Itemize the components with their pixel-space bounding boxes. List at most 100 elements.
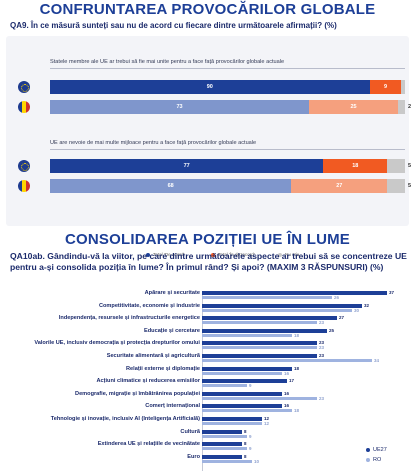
bar-ue27: [202, 454, 242, 459]
bar-ro: [202, 434, 247, 438]
category-label: Euro: [187, 453, 200, 460]
value-label-ue27: 37: [389, 290, 395, 295]
value-label-ue27: 16: [284, 390, 290, 396]
bar-ro: [202, 447, 247, 451]
category-label: Valorile UE, inclusiv democrația și prot…: [34, 340, 200, 347]
category-label: Competitivitate, economie și industrie: [98, 302, 200, 309]
category-label: Independența, resursele și infrastructur…: [58, 315, 200, 322]
legend-label-agree: Total 'De acord': [153, 252, 185, 257]
stacked-bar-1-eu: 90 9: [50, 80, 405, 94]
category-label: Cultură: [180, 428, 200, 435]
bar-segment-disagree: 25: [309, 100, 398, 114]
bar-ro: [202, 296, 332, 299]
bar-ue27: [202, 303, 362, 308]
bar-ue27: [202, 379, 287, 384]
value-label-ue27: 17: [289, 378, 295, 384]
value-label-ro: 9: [249, 446, 252, 452]
value-label-ro: 34: [374, 358, 380, 363]
value-label-ro: 9: [249, 383, 252, 389]
bar-ro: [202, 333, 292, 337]
value-label-ue27: 16: [284, 403, 290, 409]
legend-item-ue27: UE27: [366, 447, 387, 453]
legend-swatch-agree: [146, 252, 150, 257]
bar-ro: [202, 359, 372, 362]
value-label-ro: 23: [319, 345, 325, 351]
value-label-ro: 9: [249, 433, 252, 439]
bar-value-label: 5: [408, 163, 412, 169]
bar-ue27: [202, 316, 337, 321]
value-label-ue27: 27: [339, 315, 345, 321]
value-label-ue27: 8: [244, 441, 247, 447]
value-label-ue27: 25: [329, 327, 335, 333]
legend-label-ro: RO: [373, 457, 382, 463]
ro-flag-icon: [18, 101, 30, 113]
bar-ro: [202, 371, 282, 375]
value-label-ro: 10: [254, 458, 260, 464]
question-qa10ab: QA10ab. Gândindu-vă la viitor, pe care d…: [10, 251, 407, 272]
statement-label-1: Statele membre ale UE ar trebui să fie m…: [50, 59, 285, 65]
bar-segment-agree: 77: [50, 159, 324, 173]
legend-swatch-dontknow: [278, 252, 282, 257]
value-label-ro: 16: [284, 370, 290, 376]
legend-label-ue27: UE27: [373, 447, 387, 453]
bar-segment-agree: 73: [50, 100, 310, 114]
value-label-ro: 12: [264, 421, 270, 426]
statement-rule-1: [50, 68, 405, 69]
statement-label-2: UE are nevoie de mai multe mijloace pent…: [50, 140, 257, 146]
legend-item-dontknow: Nu știu: [278, 251, 299, 259]
stacked-bar-2-eu: 77 18 5: [50, 159, 411, 173]
category-label: Acțiuni climatice și reducerea emisiilor: [96, 378, 200, 385]
category-label: Apărare și securitate: [144, 290, 200, 296]
bar-ro: [202, 409, 292, 413]
category-label: Educație și cercetare: [144, 327, 200, 334]
category-label: Securitate alimentară și agricultură: [106, 353, 200, 359]
statement-rule-2: [50, 149, 405, 150]
stacked-bar-chart-panel: Statele membre ale UE ar trebui să fie m…: [6, 36, 411, 257]
bar-ro: [202, 321, 317, 325]
bar-segment-agree: 90: [50, 80, 370, 94]
value-label-ro: 18: [294, 408, 300, 414]
eu-flag-icon: [18, 81, 30, 93]
bar-segment-disagree: 18: [323, 159, 388, 173]
value-label-ue27: 32: [364, 302, 370, 308]
category-label: Comerț internațional: [145, 403, 200, 410]
bar-segment-dontknow: [401, 80, 405, 94]
section-title-eu-position: CONSOLIDAREA POZIȚIEI UE ÎN LUME: [64, 231, 351, 248]
category-label: Demografie, migrație și îmbătrânirea pop…: [75, 390, 200, 397]
value-label-ue27: 8: [244, 428, 247, 434]
category-label: Extinderea UE și relațiile de vecinătate: [97, 441, 200, 448]
legend-swatch-disagree: [211, 252, 215, 257]
value-label-ro: 30: [354, 307, 360, 313]
section-title-global-challenges: CONFRUNTAREA PROVOCĂRILOR GLOBALE: [39, 1, 376, 18]
category-label: Relații externe și diplomație: [126, 365, 200, 372]
legend-item-ro: RO: [366, 457, 381, 463]
bar-value-label: 2: [408, 104, 412, 110]
bar-ro: [202, 308, 352, 312]
bar-ue27: [202, 328, 327, 333]
category-label: Tehnologie și inovație, inclusiv AI (Int…: [50, 416, 200, 422]
value-label-ue27: 8: [244, 453, 247, 459]
stacked-bar-1-ro: 73 25 2: [50, 100, 411, 114]
legend-swatch-ue27: [366, 447, 370, 452]
value-label-ue27: 12: [264, 416, 270, 421]
value-label-ue27: 23: [319, 340, 325, 346]
bar-ue27: [202, 429, 242, 434]
bar-ue27: [202, 442, 242, 447]
bar-segment-disagree: 27: [291, 179, 388, 193]
bar-ue27: [202, 354, 317, 358]
bar-ue27: [202, 391, 282, 396]
value-label-ro: 18: [294, 332, 300, 338]
legend-item-agree: Total 'De acord': [146, 251, 184, 259]
bar-segment-dontknow: [397, 100, 405, 114]
bar-segment-disagree: 9: [369, 80, 402, 94]
bar-ro: [202, 459, 252, 463]
bar-ue27: [202, 341, 317, 346]
question-qa9: QA9. În ce măsură sunteți sau nu de acor…: [10, 21, 337, 30]
value-label-ro: 23: [319, 320, 325, 326]
legend-label-dontknow: Nu știu: [285, 252, 300, 257]
grouped-bar-chart: Apărare și securitate 37 26 Competitivitate…: [0, 290, 415, 476]
bar-ro: [202, 346, 317, 350]
legend-qa9: Total 'De acord' Total 'În dezacord' Nu …: [6, 251, 415, 259]
bar-ro: [202, 396, 317, 400]
value-label-ue27: 18: [294, 365, 300, 371]
